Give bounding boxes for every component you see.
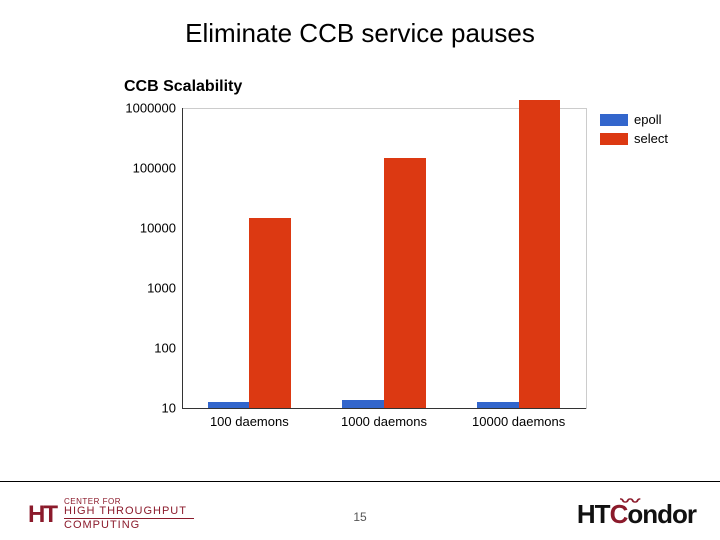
legend-item: epoll xyxy=(600,112,668,127)
legend-label: select xyxy=(634,131,668,146)
right-logo-c: C xyxy=(610,499,628,529)
bar-select xyxy=(384,158,426,409)
legend-label: epoll xyxy=(634,112,661,127)
bar-select xyxy=(519,100,561,409)
x-tick-label: 1000 daemons xyxy=(341,414,427,429)
slide-title: Eliminate CCB service pauses xyxy=(0,18,720,49)
legend: epoll select xyxy=(600,112,668,150)
y-tick-label: 1000000 xyxy=(116,101,176,116)
bar-select xyxy=(249,218,291,409)
chart-title: CCB Scalability xyxy=(124,78,242,96)
chart-area: 101001000100001000001000000 100 daemons1… xyxy=(116,108,586,438)
x-tick-label: 10000 daemons xyxy=(472,414,565,429)
y-tick-label: 1000 xyxy=(116,281,176,296)
legend-swatch-icon xyxy=(600,133,628,145)
y-tick-label: 10 xyxy=(116,401,176,416)
plot-area xyxy=(182,108,587,409)
slide: Eliminate CCB service pauses CCB Scalabi… xyxy=(0,0,720,540)
x-axis xyxy=(182,408,586,409)
x-tick-label: 100 daemons xyxy=(210,414,289,429)
y-axis xyxy=(182,108,183,408)
right-logo-ht: HT xyxy=(577,499,610,529)
y-tick-label: 100 xyxy=(116,341,176,356)
legend-item: select xyxy=(600,131,668,146)
legend-swatch-icon xyxy=(600,114,628,126)
right-logo: 〰 HTCondor xyxy=(577,499,696,530)
footer: HT CENTER FOR HIGH THROUGHPUT COMPUTING … xyxy=(0,481,720,540)
y-tick-label: 100000 xyxy=(116,161,176,176)
y-tick-label: 10000 xyxy=(116,221,176,236)
